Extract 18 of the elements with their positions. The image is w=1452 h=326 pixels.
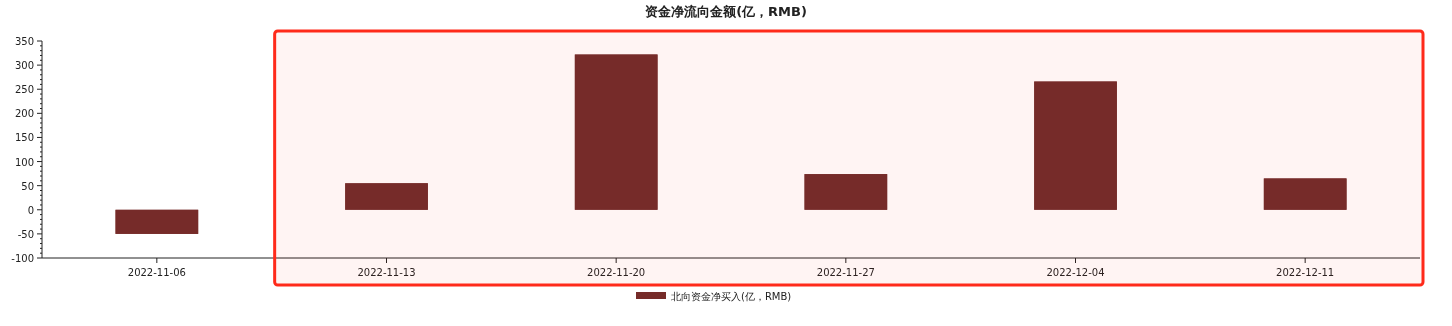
y-tick-label: -100 xyxy=(11,253,34,264)
x-tick-label: 2022-11-06 xyxy=(127,267,186,278)
y-tick-label: 300 xyxy=(14,60,34,72)
y-tick-label: 350 xyxy=(14,36,34,47)
y-tick-label: 0 xyxy=(27,204,34,216)
y-tick-label: 50 xyxy=(21,180,34,192)
x-tick-label: 2022-12-04 xyxy=(1046,267,1105,278)
y-tick-label: 150 xyxy=(14,132,34,144)
y-tick-label: -50 xyxy=(17,228,34,240)
y-tick-label: 100 xyxy=(14,156,34,168)
x-tick-label: 2022-11-27 xyxy=(816,267,875,278)
y-tick-label: 250 xyxy=(14,84,34,96)
x-tick-label: 2022-11-20 xyxy=(587,267,646,278)
chart-title: 资金净流向金额(亿，RMB) xyxy=(645,4,807,19)
y-tick-label: 200 xyxy=(14,108,34,120)
legend-label: 北向资金净买入(亿，RMB) xyxy=(671,291,792,302)
x-tick-label: 2022-11-13 xyxy=(357,267,416,278)
x-tick-label: 2022-12-11 xyxy=(1276,267,1335,278)
